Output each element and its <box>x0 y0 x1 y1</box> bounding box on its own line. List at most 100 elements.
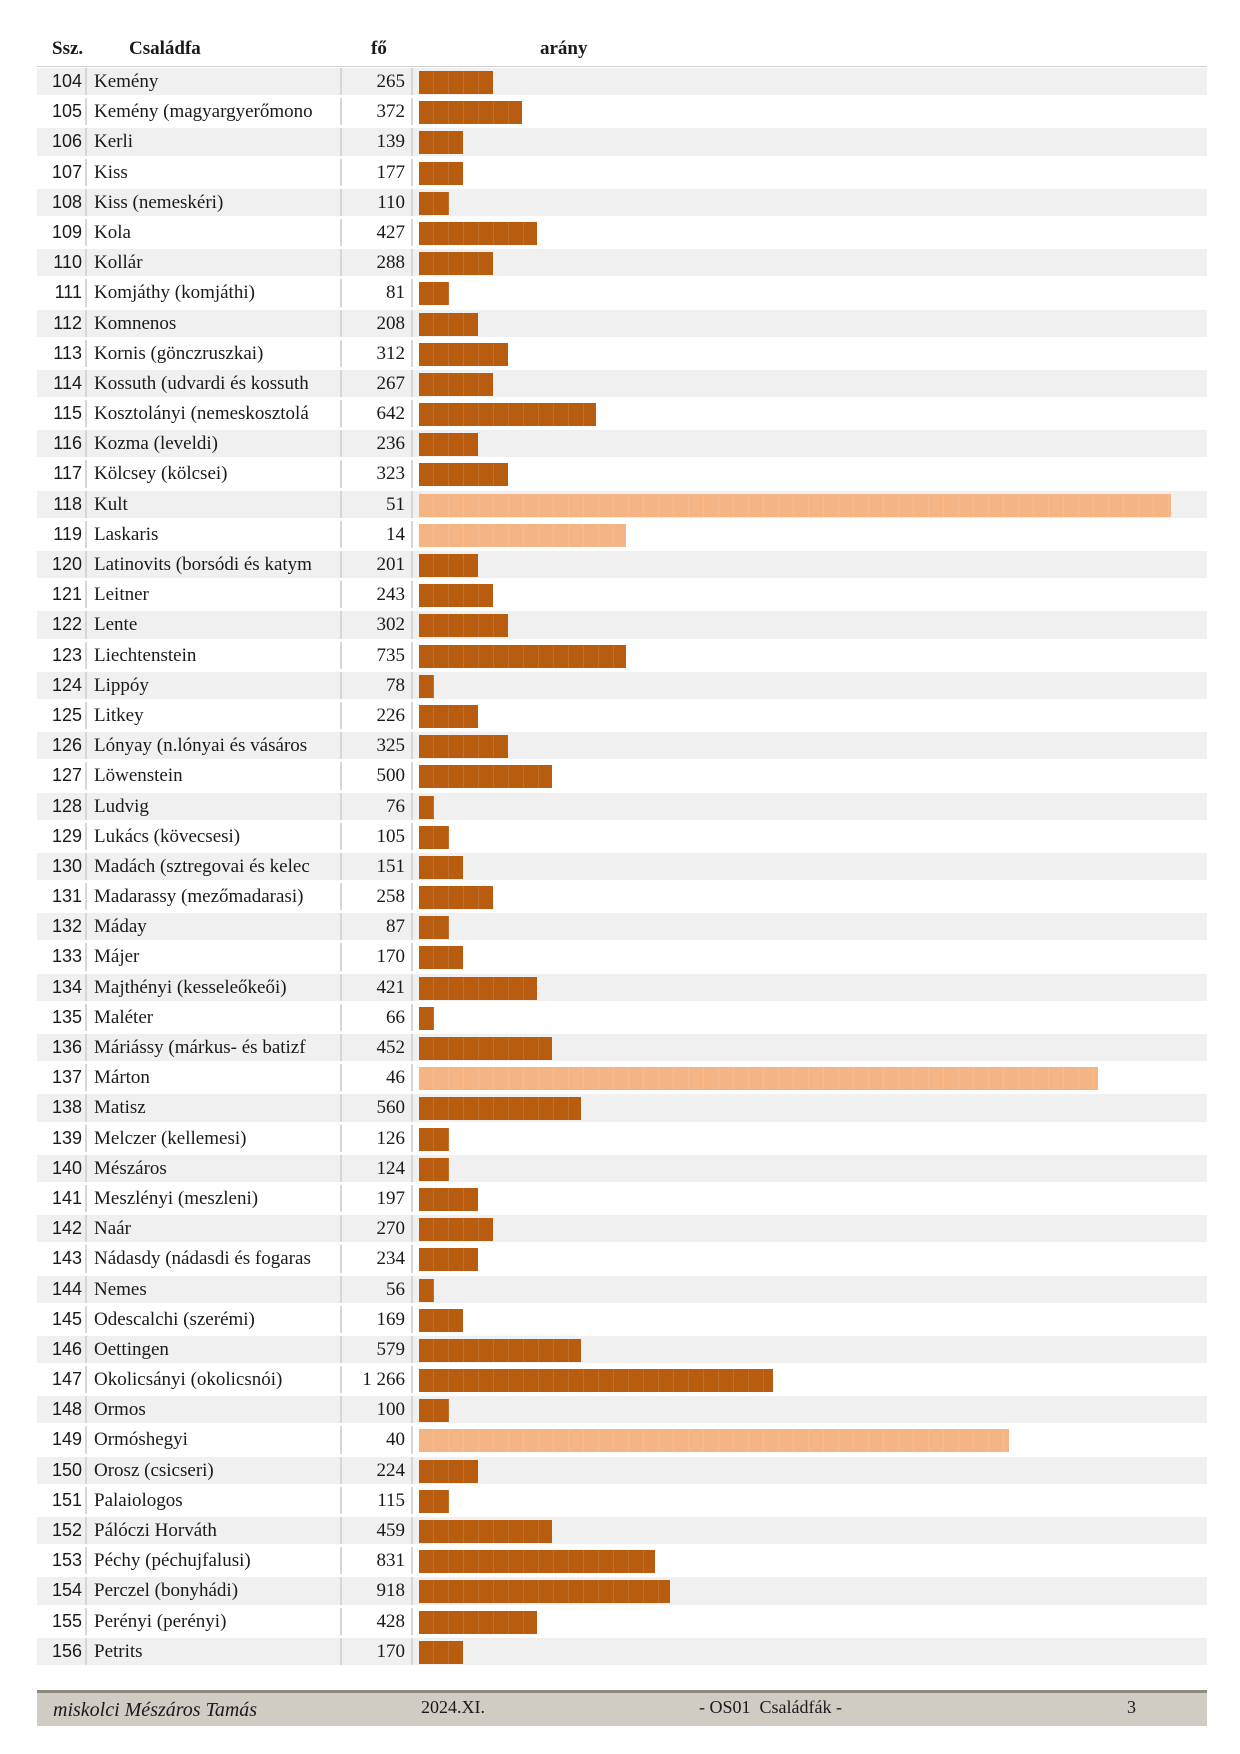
row-count: 421 <box>376 976 406 998</box>
row-background <box>37 1154 1207 1182</box>
row-count: 76 <box>386 795 405 817</box>
row-family-name: Márton <box>94 1067 150 1089</box>
row-family-name: Leitner <box>94 584 149 606</box>
column-divider <box>85 943 87 971</box>
row-ratio-bar <box>419 1037 552 1060</box>
column-divider <box>85 641 87 669</box>
column-divider <box>340 762 342 790</box>
column-divider <box>340 520 342 548</box>
column-divider <box>340 943 342 971</box>
table-row: 135 Maléter 66 <box>37 1003 1207 1033</box>
column-divider <box>85 460 87 488</box>
column-divider <box>340 1064 342 1092</box>
row-background <box>37 1637 1207 1665</box>
column-divider <box>340 430 342 458</box>
row-background <box>37 1517 1207 1545</box>
row-count: 169 <box>376 1308 406 1330</box>
column-divider <box>340 671 342 699</box>
row-background <box>37 68 1207 96</box>
header-ssz: Ssz. <box>52 38 84 59</box>
row-family-name: Madách (sztregovai és kelec <box>94 855 310 877</box>
row-ssz: 112 <box>53 312 82 333</box>
row-ssz: 107 <box>51 161 82 182</box>
row-family-name: Majthényi (kesseleőkeői) <box>94 976 287 998</box>
row-ratio-bar <box>419 131 464 155</box>
row-ratio-bar <box>419 1157 449 1181</box>
column-divider <box>340 98 342 126</box>
row-ssz: 128 <box>51 795 82 816</box>
column-divider <box>411 1094 413 1122</box>
column-divider <box>85 1305 87 1333</box>
column-divider <box>85 1275 87 1303</box>
row-ratio-bar <box>419 282 449 306</box>
column-divider <box>85 309 87 337</box>
column-divider <box>411 188 413 216</box>
row-ssz: 141 <box>51 1187 82 1208</box>
row-count: 918 <box>376 1580 406 1602</box>
row-background <box>37 1245 1207 1273</box>
column-divider <box>85 913 87 941</box>
row-ratio-bar <box>419 1640 464 1664</box>
row-background <box>37 1034 1207 1062</box>
row-count: 170 <box>376 946 406 968</box>
row-count: 372 <box>376 101 406 123</box>
row-background <box>37 98 1207 126</box>
row-family-name: Máriássy (márkus- és batizf <box>94 1037 306 1058</box>
column-divider <box>85 822 87 850</box>
column-divider <box>411 1366 413 1394</box>
column-divider <box>340 551 342 579</box>
row-ratio-bar <box>419 1459 478 1483</box>
row-ssz: 127 <box>51 765 82 786</box>
column-divider <box>411 671 413 699</box>
row-family-name: Meszlényi (meszleni) <box>94 1187 259 1209</box>
column-divider <box>411 1154 413 1182</box>
table-row: 107 Kiss 177 <box>37 158 1207 188</box>
row-count: 124 <box>376 1157 406 1179</box>
row-family-name: Nemes <box>94 1278 147 1300</box>
column-divider <box>85 1607 87 1635</box>
row-ratio-bar <box>419 795 434 819</box>
column-divider <box>411 279 413 307</box>
column-divider <box>411 369 413 398</box>
row-count: 258 <box>376 886 406 908</box>
row-family-name: Melczer (kellemesi) <box>94 1127 247 1149</box>
row-ratio-bar <box>419 1248 478 1272</box>
row-ssz: 108 <box>51 191 82 212</box>
row-background <box>37 581 1207 609</box>
row-family-name: Nádasdy (nádasdi és fogaras <box>94 1248 311 1270</box>
row-background <box>37 913 1207 941</box>
row-ssz: 153 <box>51 1550 82 1571</box>
row-count: 56 <box>386 1278 405 1300</box>
page-footer: miskolci Mészáros Tamás 2024.XI. - OS01 … <box>37 1690 1207 1726</box>
column-divider <box>85 762 87 790</box>
column-divider <box>340 1184 342 1213</box>
row-ssz: 124 <box>51 674 82 695</box>
row-count: 243 <box>376 584 406 606</box>
row-background <box>37 369 1207 398</box>
column-divider <box>411 581 413 609</box>
row-background <box>37 1456 1207 1484</box>
column-divider <box>411 822 413 850</box>
table-row: 122 Lente 302 <box>37 610 1207 640</box>
row-family-name: Oettingen <box>94 1338 169 1360</box>
table-row: 138 Matisz 560 <box>37 1093 1207 1123</box>
row-ratio-bar <box>419 1067 1098 1091</box>
table-row: 116 Kozma (leveldi) 236 <box>37 429 1207 459</box>
row-ssz: 111 <box>54 282 82 303</box>
row-ratio-bar <box>419 735 508 759</box>
row-ssz: 131 <box>51 886 82 907</box>
column-divider <box>85 701 87 730</box>
table-row: 114 Kossuth (udvardi és kossuth 267 <box>37 369 1207 399</box>
column-divider <box>411 339 413 367</box>
column-divider <box>85 1456 87 1484</box>
column-divider <box>340 1215 342 1243</box>
table-row: 113 Kornis (gönczruszkai) 312 <box>37 339 1207 369</box>
column-divider <box>85 1637 87 1665</box>
column-divider <box>340 460 342 488</box>
column-divider <box>411 1064 413 1092</box>
row-family-name: Kerli <box>94 131 134 153</box>
family-table: 104 Kemény 265 105 Kemény (magyargyerőmono 37… <box>37 67 1207 1667</box>
column-divider <box>85 792 87 820</box>
table-row: 142 Naár 270 <box>37 1214 1207 1244</box>
row-family-name: Komjáthy (komjáthi) <box>94 282 255 304</box>
